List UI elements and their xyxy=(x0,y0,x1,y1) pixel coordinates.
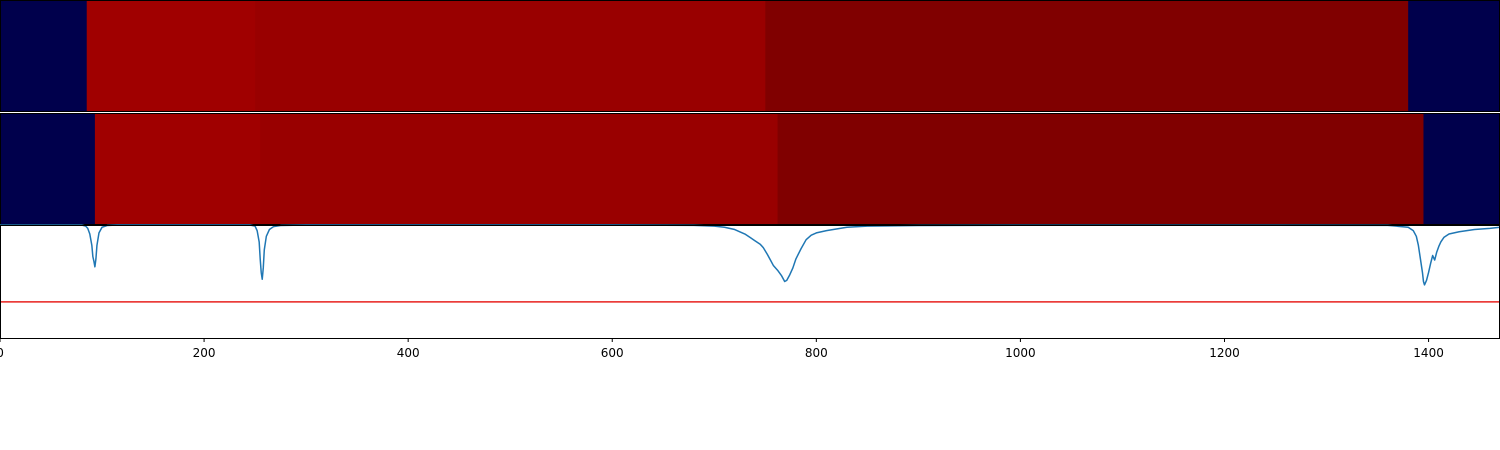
x-tick-label: 1400 xyxy=(1413,346,1444,360)
x-axis: 0 200 400 600 800 1000 1200 1400 xyxy=(0,338,1444,360)
x-tick-label: 600 xyxy=(601,346,624,360)
line-plot-panel xyxy=(0,224,1500,339)
heatmap-bottom-cell-2 xyxy=(260,113,779,225)
heatmap-bottom-cell-3 xyxy=(777,113,1424,225)
x-tick-label: 0 xyxy=(0,346,4,360)
heatmap-top-cell-0 xyxy=(0,0,88,112)
heatmap-top-cell-2 xyxy=(255,0,766,112)
heatmap-bottom-cell-0 xyxy=(0,113,96,225)
heatmap-top-cell-4 xyxy=(1408,0,1500,112)
x-tick-label: 800 xyxy=(805,346,828,360)
heatmap-top-cell-3 xyxy=(765,0,1409,112)
heatmap-bottom-cell-4 xyxy=(1423,113,1500,225)
heatmap-top-cell-1 xyxy=(86,0,256,112)
heatmap-bottom-cell-1 xyxy=(94,113,261,225)
x-tick-label: 200 xyxy=(193,346,216,360)
x-tick-label: 400 xyxy=(397,346,420,360)
heatmap-bottom-panel xyxy=(0,113,1500,225)
x-tick-label: 1200 xyxy=(1209,346,1240,360)
heatmap-top-panel xyxy=(0,0,1500,113)
plot-background xyxy=(0,225,1500,338)
x-tick-label: 1000 xyxy=(1005,346,1036,360)
